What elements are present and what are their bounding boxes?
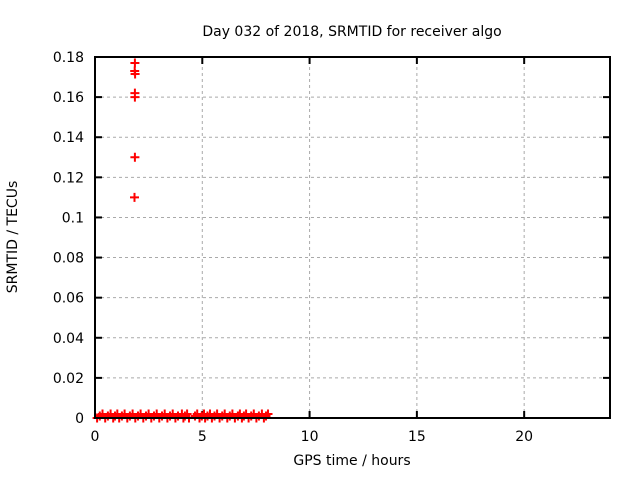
y-tick-label: 0 — [75, 411, 84, 427]
x-axis-label: GPS time / hours — [293, 453, 410, 469]
data-points — [92, 58, 273, 423]
x-tick-labels: 0 5 10 15 20 — [91, 429, 534, 445]
y-tick-label: 0.12 — [53, 170, 84, 186]
axis-labels: Day 032 of 2018, SRMTID for receiver alg… — [5, 24, 533, 469]
x-tick-label: 10 — [301, 429, 319, 445]
y-tick-label: 0.18 — [53, 50, 84, 66]
grid-lines — [95, 57, 610, 418]
y-tick-label: 0.16 — [53, 90, 84, 106]
y-tick-labels: 0 0.02 0.04 0.06 0.08 0.1 0.12 0.14 0.16 0.18 — [53, 50, 84, 427]
y-tick-label: 0.04 — [53, 331, 84, 347]
scatter-points-upper — [130, 58, 140, 202]
x-tick-label: 0 — [91, 429, 100, 445]
y-tick-label: 0.06 — [53, 291, 84, 307]
plot-border — [94, 56, 611, 419]
x-tick-label: 15 — [408, 429, 426, 445]
chart-title: Day 032 of 2018, SRMTID for receiver alg… — [202, 24, 501, 40]
y-tick-label: 0.1 — [62, 210, 84, 226]
scatter-points-baseline-band — [92, 409, 273, 423]
axis-ticks — [94, 56, 610, 419]
y-tick-label: 0.08 — [53, 251, 84, 267]
x-tick-label: 5 — [198, 429, 207, 445]
y-tick-label: 0.02 — [53, 371, 84, 387]
y-tick-label: 0.14 — [53, 130, 84, 146]
x-tick-label: 20 — [515, 429, 533, 445]
y-axis-label: SRMTID / TECUs — [5, 181, 21, 294]
